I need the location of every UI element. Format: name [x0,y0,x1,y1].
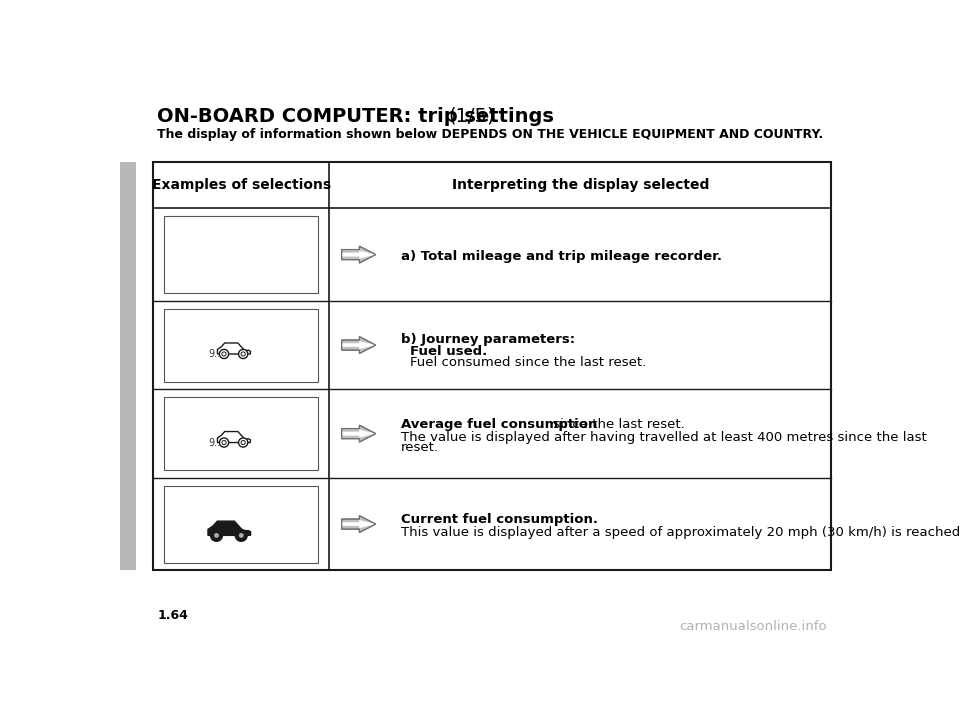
Text: carmanualsonline.info: carmanualsonline.info [679,621,827,633]
Text: ON-BOARD COMPUTER: trip settings: ON-BOARD COMPUTER: trip settings [157,106,561,126]
Text: Current: Current [216,496,266,509]
Circle shape [222,440,227,444]
Polygon shape [218,432,251,442]
Polygon shape [342,337,375,354]
Circle shape [241,352,245,356]
Circle shape [220,349,228,359]
Text: Examples of selections: Examples of selections [152,178,331,192]
Text: reset.: reset. [400,442,439,454]
Bar [164,486,318,562]
Polygon shape [343,251,375,258]
Bar [164,216,318,293]
Circle shape [210,530,223,541]
Circle shape [222,352,227,356]
Text: b) Journey parameters:: b) Journey parameters: [400,333,575,346]
Text: Middle: Middle [219,408,263,421]
Text: 1.64: 1.64 [157,608,188,622]
Bar [154,162,831,570]
Text: Interpreting the display selected: Interpreting the display selected [451,178,709,192]
Circle shape [239,533,243,537]
Text: 112.4 km: 112.4 km [208,257,274,271]
Polygon shape [342,246,375,263]
Circle shape [235,530,247,541]
Circle shape [220,438,228,447]
Circle shape [238,438,248,447]
Polygon shape [218,343,251,354]
Polygon shape [342,425,375,442]
Text: Fuel used.: Fuel used. [410,345,487,358]
Text: 8 L: 8 L [282,347,302,360]
Text: Fuel consumed since the last reset.: Fuel consumed since the last reset. [410,356,646,369]
Text: This value is displayed after a speed of approximately 20 mph (30 km/h) is reach: This value is displayed after a speed of… [400,525,960,539]
Text: Fuel used: Fuel used [209,320,273,332]
Text: 7.4 L/100: 7.4 L/100 [240,528,302,540]
Polygon shape [208,521,251,535]
Text: 9..: 9.. [208,349,221,359]
Text: The value is displayed after having travelled at least 400 metres since the last: The value is displayed after having trav… [400,430,926,444]
Text: 5.8 L/100: 5.8 L/100 [240,436,302,449]
Polygon shape [343,430,375,437]
Text: 9..: 9.. [208,438,221,448]
Circle shape [214,533,219,537]
Circle shape [238,349,248,359]
Circle shape [241,440,245,444]
Text: Average fuel consumption: Average fuel consumption [400,418,597,431]
Polygon shape [342,515,375,532]
Bar [120,162,135,570]
Polygon shape [343,520,375,528]
Polygon shape [343,342,375,349]
Bar [164,309,318,382]
Text: since the last reset.: since the last reset. [549,418,685,431]
Text: The display of information shown below DEPENDS ON THE VEHICLE EQUIPMENT AND COUN: The display of information shown below D… [157,128,824,141]
Text: a) Total mileage and trip mileage recorder.: a) Total mileage and trip mileage record… [400,251,722,263]
Text: (1/5): (1/5) [448,106,495,126]
Bar [164,397,318,470]
Text: Current fuel consumption.: Current fuel consumption. [400,513,597,526]
Text: 101778 km: 101778 km [202,236,280,250]
